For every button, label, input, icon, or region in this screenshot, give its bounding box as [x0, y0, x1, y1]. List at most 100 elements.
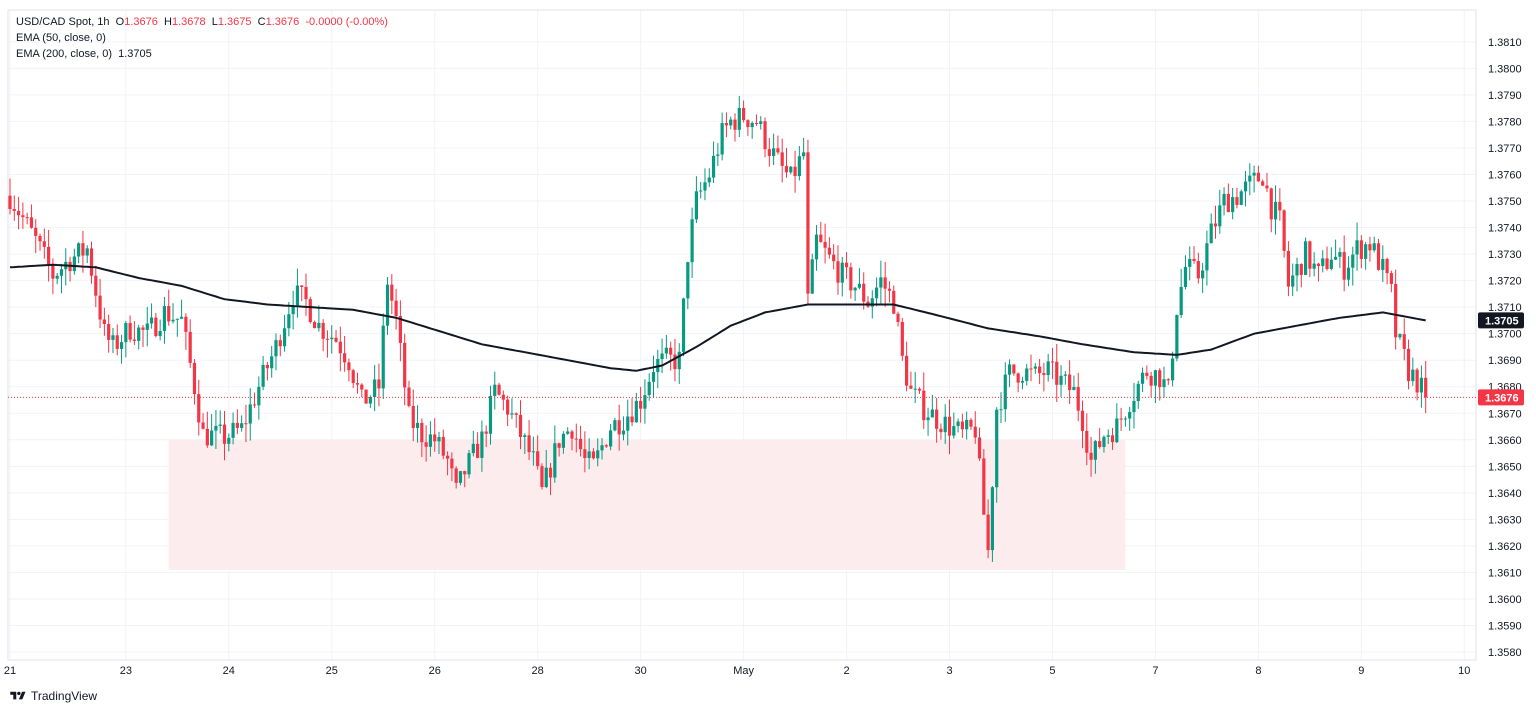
- candle: [205, 411, 209, 448]
- candle-body: [892, 290, 896, 314]
- candle-body: [1308, 241, 1312, 269]
- candle-body: [325, 338, 330, 340]
- legend-o-label: O: [115, 16, 125, 28]
- candle: [1372, 236, 1376, 253]
- candle: [862, 272, 866, 310]
- candle-body: [540, 466, 544, 488]
- candle-body: [1201, 270, 1205, 279]
- candle: [1213, 205, 1218, 239]
- candle: [1239, 189, 1243, 206]
- candle-body: [1136, 383, 1140, 402]
- candle: [776, 135, 780, 155]
- candle-body: [205, 428, 209, 446]
- candle-body: [587, 451, 591, 459]
- legend-ema50-row[interactable]: EMA (50, close, 0): [16, 30, 388, 46]
- candle-body: [1166, 379, 1170, 381]
- candle: [1273, 185, 1278, 235]
- candle-body: [720, 123, 724, 155]
- y-tick-label: 1.3640: [1488, 488, 1522, 500]
- candle-body: [111, 335, 115, 340]
- candle-body: [377, 379, 381, 389]
- candle: [72, 248, 76, 275]
- candle: [793, 150, 797, 193]
- candle: [956, 418, 960, 433]
- candle-body: [218, 424, 222, 426]
- candle-body: [214, 425, 218, 431]
- candle-body: [990, 487, 995, 551]
- candle-body: [746, 120, 750, 128]
- y-tick-label: 1.3650: [1488, 461, 1522, 473]
- candle-body: [935, 409, 939, 429]
- candle: [1338, 247, 1342, 268]
- candle-body: [278, 340, 282, 347]
- candle: [1226, 183, 1230, 213]
- candle-body: [557, 443, 561, 448]
- candle: [1132, 383, 1136, 429]
- candle: [784, 147, 789, 178]
- candle: [1364, 241, 1368, 270]
- candle: [420, 418, 424, 458]
- candle: [1243, 171, 1248, 207]
- candle-body: [810, 259, 814, 294]
- ema200-line: [9, 263, 1426, 372]
- candle-body: [132, 339, 137, 341]
- candle-body: [1149, 375, 1153, 386]
- candle-body: [677, 351, 681, 370]
- candle: [188, 319, 192, 368]
- candle: [561, 431, 566, 454]
- candle-body: [1303, 241, 1308, 275]
- candle-body: [368, 396, 372, 404]
- y-tick-label: 1.3800: [1488, 63, 1522, 75]
- candle: [977, 427, 982, 461]
- candle: [1016, 372, 1020, 393]
- candle: [1308, 240, 1312, 277]
- candle: [1153, 369, 1158, 404]
- candle-body: [261, 364, 265, 387]
- candle-body: [870, 298, 874, 307]
- candle: [235, 409, 239, 435]
- candle: [1183, 255, 1188, 290]
- candle-body: [973, 426, 977, 438]
- candle-body: [171, 319, 175, 322]
- candle-body: [772, 148, 776, 156]
- candle-body: [965, 419, 969, 430]
- candle: [1033, 363, 1037, 374]
- tradingview-logo[interactable]: TradingView: [9, 689, 97, 703]
- candle-body: [210, 430, 214, 446]
- candle-body: [51, 264, 55, 279]
- candle: [1355, 222, 1359, 271]
- candle: [312, 320, 317, 329]
- candle: [1020, 376, 1025, 390]
- candle: [458, 471, 463, 486]
- candle: [557, 442, 561, 457]
- candle: [1346, 256, 1351, 287]
- candle: [1222, 187, 1226, 216]
- legend-ema200-row[interactable]: EMA (200, close, 0) 1.3705: [16, 46, 388, 62]
- candle: [574, 423, 578, 453]
- candle: [222, 411, 227, 461]
- candle-body: [180, 316, 184, 319]
- candle-body: [947, 416, 952, 436]
- candle-body: [1213, 223, 1218, 227]
- candle-body: [398, 316, 402, 343]
- candle-body: [1389, 273, 1393, 284]
- candle-body: [1016, 373, 1020, 383]
- candle-body: [29, 217, 34, 228]
- legend-change: -0.0000 (-0.00%): [305, 16, 388, 28]
- candle: [913, 371, 917, 404]
- legend-high: 1.3678: [171, 16, 206, 28]
- candle: [141, 324, 145, 348]
- candle-body: [857, 283, 862, 288]
- candle: [947, 399, 952, 455]
- candle: [1394, 269, 1398, 350]
- candle: [1424, 360, 1428, 414]
- candle: [1261, 179, 1265, 187]
- candle-body: [47, 246, 51, 265]
- candle-body: [789, 166, 793, 173]
- candle-body: [1132, 401, 1136, 413]
- candle-body: [317, 322, 321, 329]
- candle: [42, 228, 46, 259]
- candle-body: [956, 421, 960, 427]
